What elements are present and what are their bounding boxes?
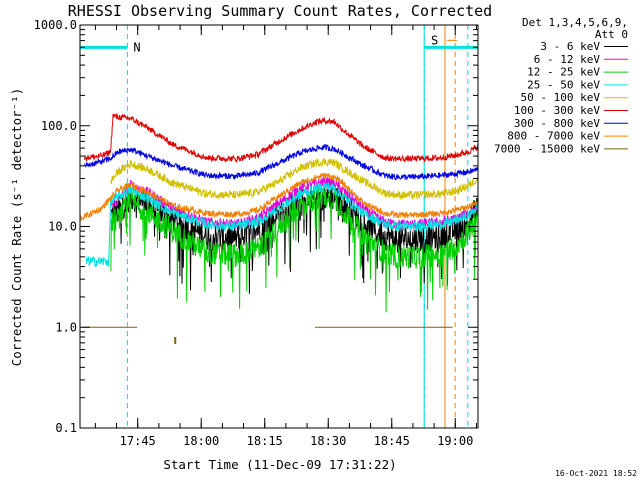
series-line-7 <box>79 172 479 222</box>
legend-entry-label: 800 - 7000 keV <box>507 130 600 143</box>
series-line-4 <box>110 158 479 201</box>
legend-header-line: Det 1,3,4,5,6,9, <box>522 16 628 29</box>
y-tick-label: 1.0 <box>55 320 77 334</box>
x-tick-label: 19:00 <box>437 434 473 448</box>
x-axis-label: Start Time (11-Dec-09 17:31:22) <box>163 457 396 472</box>
y-tick-label: 1000.0 <box>34 18 77 32</box>
series-300-800keV <box>84 143 479 181</box>
y-tick-label: 0.1 <box>55 421 77 435</box>
series-100-300keV <box>84 112 479 164</box>
night-label: N <box>133 40 140 54</box>
series-line-2 <box>110 185 479 313</box>
generation-timestamp: 16-Oct-2021 18:52 <box>555 469 637 478</box>
series-25-50keV <box>85 181 479 268</box>
legend-entry-label: 12 - 25 keV <box>527 66 600 79</box>
legend-entry-label: 300 - 800 keV <box>514 117 600 130</box>
series-line-3 <box>85 181 479 268</box>
x-tick-label: 17:45 <box>120 434 156 448</box>
series-line-6 <box>84 143 479 181</box>
series-800-7000keV <box>79 172 479 222</box>
legend-entry-label: 7000 - 15000 keV <box>494 142 600 155</box>
y-axis-label: Corrected Count Rate (s⁻¹ detector⁻¹) <box>9 88 24 366</box>
legend-entry-label: 25 - 50 keV <box>527 78 600 91</box>
series-layer <box>79 112 479 345</box>
saa-label: S <box>431 33 438 47</box>
x-tick-label: 18:45 <box>374 434 410 448</box>
x-tick-label: 18:30 <box>310 434 346 448</box>
x-tick-label: 18:15 <box>247 434 283 448</box>
legend-header-line: Att 0 <box>595 28 628 41</box>
chart-title: RHESSI Observing Summary Count Rates, Co… <box>68 2 492 20</box>
y-tick-label: 100.0 <box>41 119 77 133</box>
x-tick-label: 18:00 <box>183 434 219 448</box>
legend-entry-label: 3 - 6 keV <box>540 40 600 53</box>
series-line-5 <box>84 112 479 164</box>
legend-entry-label: 6 - 12 keV <box>534 53 601 66</box>
y-tick-label: 10.0 <box>48 220 77 234</box>
legend-entry-label: 50 - 100 keV <box>521 91 601 104</box>
axis-layer: 0.1 1.0 10.0 100.0 1000.0 17:45 18:00 18:15 18:3… <box>34 18 478 448</box>
series-12-25keV <box>110 185 479 313</box>
series-50-100keV <box>110 158 479 201</box>
legend-entry-label: 100 - 300 keV <box>514 104 600 117</box>
